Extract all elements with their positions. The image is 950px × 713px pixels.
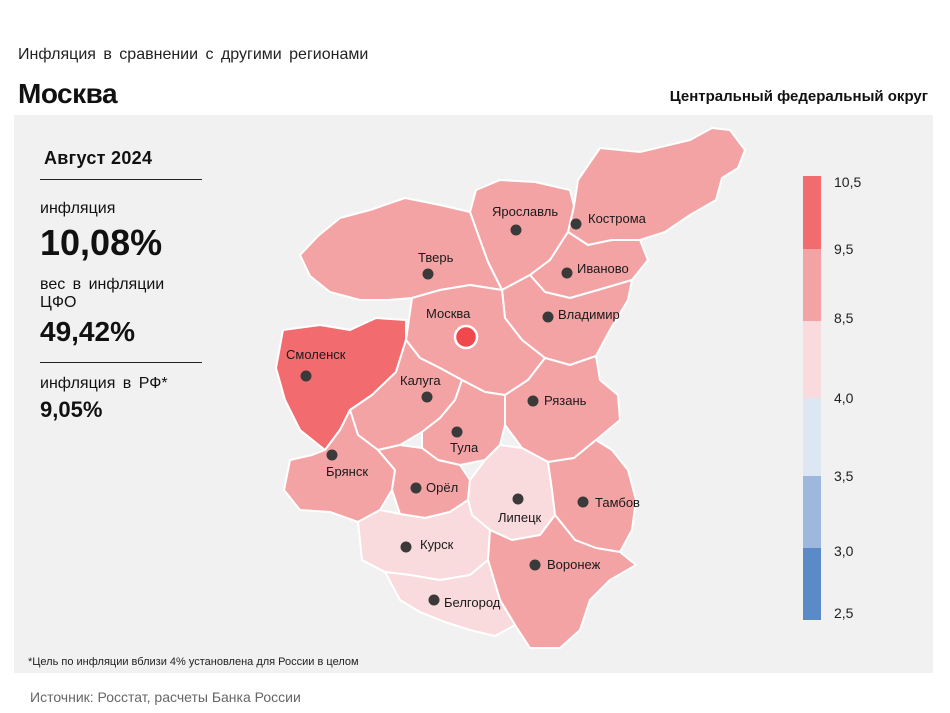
divider-bottom [40, 362, 202, 363]
city-marker[interactable] [527, 395, 539, 407]
city-marker[interactable] [512, 493, 524, 505]
legend-band-8-5-9-5 [803, 249, 821, 321]
period-label: Август 2024 [44, 148, 153, 168]
region-kostroma[interactable] [567, 127, 746, 246]
city-marker[interactable] [570, 218, 582, 230]
city-label: Брянск [326, 464, 368, 479]
city-marker[interactable] [400, 541, 412, 553]
city-label: Владимир [558, 307, 620, 322]
inflation-value: 10,08% [40, 222, 163, 263]
city-marker[interactable] [422, 268, 434, 280]
city-label: Тамбов [595, 495, 640, 510]
legend-tick-label: 8,5 [834, 310, 854, 326]
city-label: Иваново [577, 261, 629, 276]
divider-top [40, 179, 202, 180]
legend-tick-label: 10,5 [834, 174, 861, 190]
legend-tick-label: 9,5 [834, 241, 854, 257]
city-label: Курск [420, 537, 454, 552]
district-label: Центральный федеральный округ [669, 88, 928, 105]
legend-band-3-0-3-5 [803, 476, 821, 548]
city-label: Тула [450, 440, 479, 455]
legend-tick-label: 3,0 [834, 543, 854, 559]
city-marker[interactable] [410, 482, 422, 494]
selected-city-marker[interactable] [453, 324, 479, 350]
legend-tick-label: 2,5 [834, 605, 854, 621]
page-title: Москва [18, 78, 118, 109]
legend-tick-label: 3,5 [834, 468, 854, 484]
city-label: Кострома [588, 211, 647, 226]
legend-band-4-0-8-5 [803, 321, 821, 398]
city-marker[interactable] [510, 224, 522, 236]
footnote: *Цель по инфляции вблизи 4% установлена … [28, 656, 359, 668]
city-label: Смоленск [286, 347, 346, 362]
rf-inflation-value: 9,05% [40, 397, 103, 422]
source-note: Источник: Росстат, расчеты Банка России [30, 689, 301, 705]
chart-subtitle: Инфляция в сравнении с другими регионами [18, 46, 369, 63]
city-label: Воронеж [547, 557, 601, 572]
color-legend: 10,5 9,5 8,5 4,0 3,5 3,0 2,5 [803, 174, 861, 621]
city-label: Москва [426, 306, 471, 321]
legend-tick-label: 4,0 [834, 390, 854, 406]
city-label: Ярославль [492, 204, 558, 219]
city-marker[interactable] [561, 267, 573, 279]
city-marker[interactable] [451, 426, 463, 438]
city-label: Белгород [444, 595, 501, 610]
city-marker[interactable] [300, 370, 312, 382]
city-label: Рязань [544, 393, 587, 408]
city-label: Калуга [400, 373, 441, 388]
legend-band-9-5-10-5 [803, 176, 821, 249]
inflation-label: инфляция [40, 200, 116, 217]
region-belgorod[interactable] [384, 559, 516, 637]
rf-inflation-label: инфляция в РФ* [40, 375, 168, 392]
legend-band-3-5-4-0 [803, 398, 821, 476]
stats-block: Август 2024 инфляция 10,08% вес в инфляц… [40, 140, 202, 423]
city-marker[interactable] [326, 449, 338, 461]
city-marker[interactable] [542, 311, 554, 323]
weight-label: вес в инфляции ЦФО [40, 276, 165, 311]
city-marker[interactable] [529, 559, 541, 571]
city-marker[interactable] [577, 496, 589, 508]
weight-value: 49,42% [40, 316, 135, 347]
city-marker[interactable] [428, 594, 440, 606]
legend-band-2-5-3-0 [803, 548, 821, 620]
city-label: Липецк [498, 510, 542, 525]
city-label: Орёл [426, 480, 458, 495]
city-marker[interactable] [421, 391, 433, 403]
city-label: Тверь [418, 250, 454, 265]
region-markers: Ярославль Кострома Тверь Иваново Москва Влади… [286, 204, 647, 610]
